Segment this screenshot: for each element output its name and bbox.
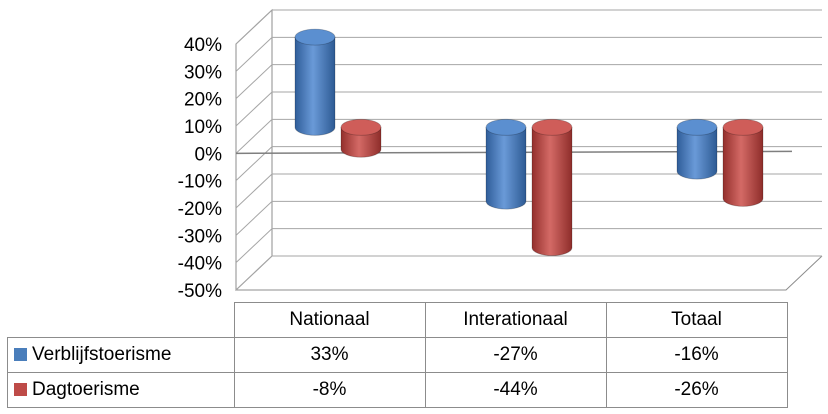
bar-verblijfstoerisme-interationaal: [485, 118, 527, 210]
bar-cap: [294, 28, 336, 46]
bar-body: [485, 126, 527, 210]
data-label-d-nationaal: -8%: [233, 372, 426, 408]
data-table-row-verblijfstoerisme: Verblijfstoerisme 33% -27% -16%: [7, 337, 788, 373]
bars: [294, 28, 764, 256]
gridline: [235, 91, 822, 127]
y-tick-label: 30%: [184, 62, 222, 83]
y-tick-label: 20%: [184, 90, 222, 111]
y-axis-ticks: 40% 30% 20% 10% 0% -10% -20% -30% -40% -50%: [178, 35, 222, 300]
gridline-zero: [235, 118, 822, 154]
series-name-dagtoerisme: Dagtoerisme: [32, 379, 140, 400]
bar-dagtoerisme-nationaal: [340, 118, 382, 158]
bar-cap: [722, 118, 764, 136]
data-label-v-interationaal: -27%: [424, 337, 607, 373]
y-tick-label: -40%: [178, 254, 222, 275]
category-label-totaal: Totaal: [605, 302, 788, 338]
gridline: [235, 173, 822, 209]
gridline: [235, 228, 822, 264]
data-label-v-totaal: -16%: [605, 337, 788, 373]
legend-swatch-blue: [14, 348, 27, 361]
y-tick-label: -50%: [178, 281, 222, 300]
data-table: Nationaal Interationaal Totaal Verblijfs…: [7, 302, 788, 408]
chart: 40% 30% 20% 10% 0% -10% -20% -30% -40% -50%: [178, 8, 823, 300]
gridline: [235, 146, 822, 182]
bar-verblijfstoerisme-totaal: [676, 118, 718, 180]
bar-dagtoerisme-interationaal: [531, 118, 573, 256]
legend-swatch-red: [14, 383, 27, 396]
gridline: [235, 255, 822, 291]
data-table-row-dagtoerisme: Dagtoerisme -8% -44% -26%: [7, 372, 788, 408]
bar-body: [722, 126, 764, 207]
data-table-corner: [7, 302, 235, 338]
gridlines: [235, 9, 822, 291]
bar-body: [676, 126, 718, 180]
y-tick-label: 40%: [184, 35, 222, 56]
series-label-verblijfstoerisme: Verblijfstoerisme: [7, 337, 235, 373]
gridline: [235, 36, 822, 72]
bar-cap: [485, 118, 527, 136]
y-tick-label: 10%: [184, 117, 222, 138]
data-label-d-interationaal: -44%: [424, 372, 607, 408]
floor-edge: [236, 255, 823, 291]
bar-cap: [531, 118, 573, 136]
series-name-verblijfstoerisme: Verblijfstoerisme: [32, 344, 172, 365]
series-label-dagtoerisme: Dagtoerisme: [7, 372, 235, 408]
gridline: [235, 64, 822, 100]
data-label-v-nationaal: 33%: [233, 337, 426, 373]
bar-body: [294, 36, 336, 136]
gridline: [235, 200, 822, 236]
bar-dagtoerisme-totaal: [722, 118, 764, 207]
category-label-interationaal: Interationaal: [424, 302, 607, 338]
data-label-d-totaal: -26%: [605, 372, 788, 408]
y-tick-label: -10%: [178, 172, 222, 193]
y-tick-label: -20%: [178, 199, 222, 220]
gridline: [235, 9, 822, 45]
data-table-header-row: Nationaal Interationaal Totaal: [7, 302, 788, 338]
category-label-nationaal: Nationaal: [233, 302, 426, 338]
y-tick-label: -30%: [178, 226, 222, 247]
bar-cap: [676, 118, 718, 136]
bar-body: [340, 126, 382, 158]
bar-cap: [340, 118, 382, 136]
bar-verblijfstoerisme-nationaal: [294, 28, 336, 136]
bar-body: [531, 126, 573, 256]
left-wall: [235, 8, 273, 292]
y-tick-label: 0%: [195, 144, 223, 165]
